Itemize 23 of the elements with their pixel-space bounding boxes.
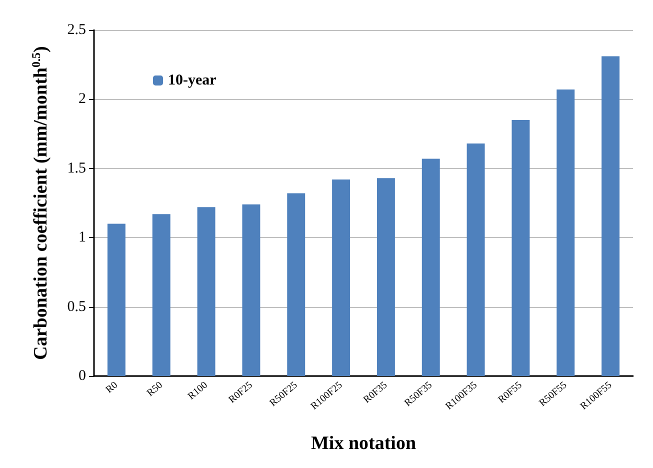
y-tick-label: 0 [78, 368, 86, 384]
x-tick-label: R0 [104, 380, 120, 396]
legend-label: 10-year [168, 72, 217, 88]
bar [332, 179, 350, 376]
bar [466, 143, 485, 376]
x-tick-label: R50 [145, 380, 165, 399]
y-tick-label: 2 [78, 91, 86, 108]
bar [512, 120, 530, 376]
bar [242, 204, 260, 376]
bar [422, 158, 440, 376]
y-tick-label: 1 [78, 230, 86, 246]
bar [107, 224, 126, 376]
bar [197, 207, 216, 376]
x-axis-title: Mix notation [310, 433, 416, 454]
y-tick-label: 1.5 [67, 160, 86, 176]
bar [602, 56, 620, 376]
bar [556, 90, 575, 376]
y-axis-title: Carbonation coefficient (mm/month0.5) [29, 46, 52, 360]
y-tick-label: 2.5 [67, 22, 86, 38]
bar [376, 178, 395, 376]
bar [152, 214, 170, 376]
y-tick-label: 0.5 [67, 298, 86, 315]
bar [287, 193, 306, 376]
